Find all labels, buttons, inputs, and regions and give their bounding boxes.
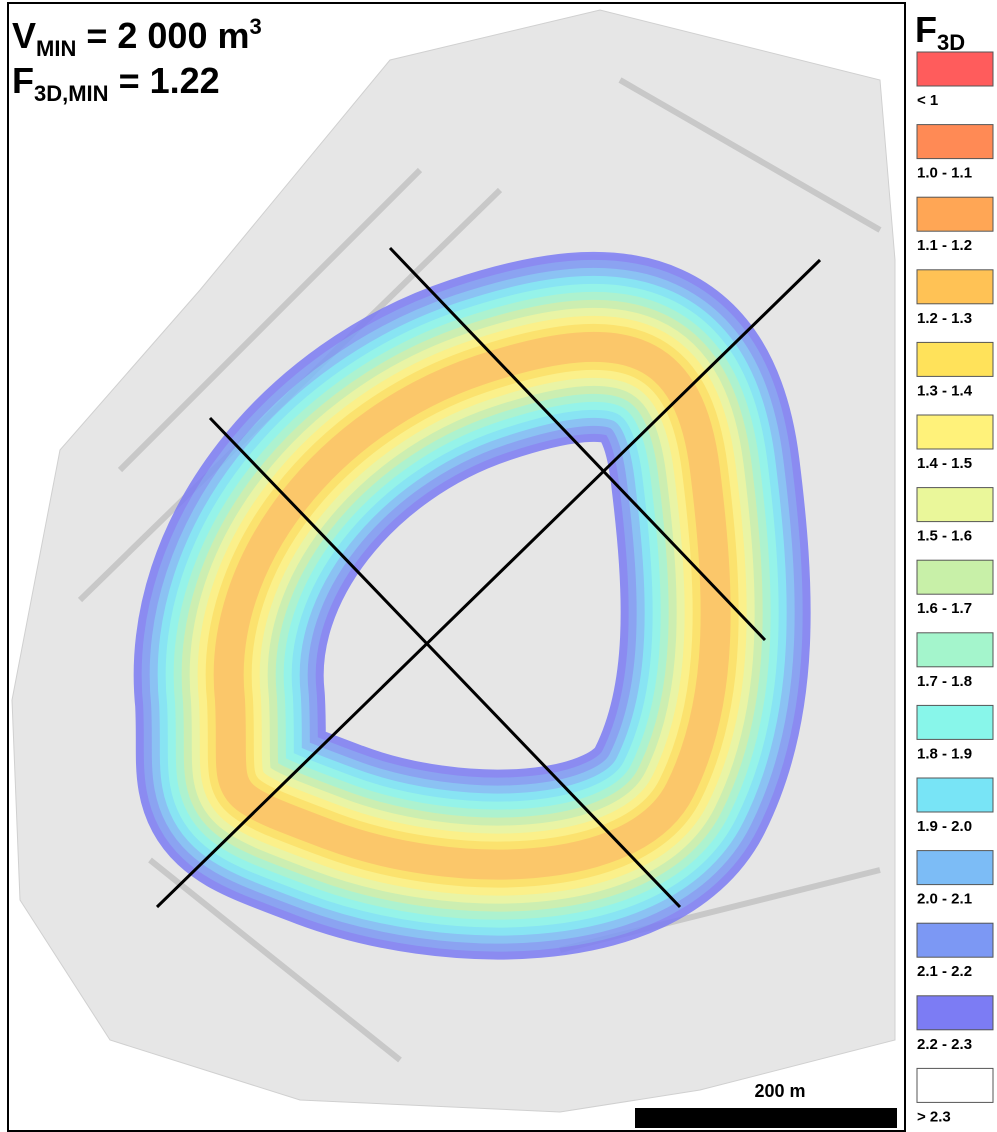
legend-label: < 1 — [917, 92, 938, 109]
scale-label: 200 m — [754, 1081, 805, 1101]
symbol: F — [12, 60, 34, 101]
legend-swatch — [917, 197, 993, 231]
legend-label: 1.6 - 1.7 — [917, 600, 972, 617]
legend-swatch — [917, 560, 993, 594]
legend-label: 1.0 - 1.1 — [917, 165, 972, 182]
symbol: F — [915, 9, 937, 50]
legend-label: 1.1 - 1.2 — [917, 237, 972, 254]
legend-swatch — [917, 415, 993, 449]
value: = 2 000 m — [76, 15, 249, 56]
legend-label: 1.4 - 1.5 — [917, 455, 972, 472]
superscript: 3 — [249, 14, 261, 39]
legend-swatch — [917, 125, 993, 159]
legend-swatch — [917, 996, 993, 1030]
legend: < 1 1.0 - 1.1 1.1 - 1.2 1.2 - 1.3 1.3 - 1.4 1… — [917, 52, 993, 1125]
legend-title: F3D — [915, 9, 965, 55]
legend-label: 2.1 - 2.2 — [917, 963, 972, 980]
legend-swatch — [917, 851, 993, 885]
legend-label: > 2.3 — [917, 1108, 951, 1125]
legend-label: 1.7 - 1.8 — [917, 673, 972, 690]
legend-label: 2.0 - 2.1 — [917, 891, 972, 908]
legend-label: 2.2 - 2.3 — [917, 1036, 972, 1053]
legend-swatch — [917, 1068, 993, 1102]
legend-swatch — [917, 705, 993, 739]
symbol: V — [12, 15, 36, 56]
legend-swatch — [917, 633, 993, 667]
subscript: MIN — [36, 36, 76, 61]
subscript: 3D — [937, 30, 965, 55]
value: = 1.22 — [109, 60, 220, 101]
legend-swatch — [917, 923, 993, 957]
legend-swatch — [917, 52, 993, 86]
legend-swatch — [917, 488, 993, 522]
legend-label: 1.3 - 1.4 — [917, 382, 973, 399]
legend-label: 1.8 - 1.9 — [917, 745, 972, 762]
legend-label: 1.5 - 1.6 — [917, 528, 972, 545]
legend-label: 1.2 - 1.3 — [917, 310, 972, 327]
scale-bar — [635, 1108, 897, 1128]
legend-swatch — [917, 778, 993, 812]
legend-label: 1.9 - 2.0 — [917, 818, 972, 835]
legend-swatch — [917, 270, 993, 304]
subscript: 3D,MIN — [34, 81, 109, 106]
legend-swatch — [917, 342, 993, 376]
figure: VMIN = 2 000 m3 F3D,MIN = 1.22 F3D < 11.… — [0, 0, 997, 1132]
